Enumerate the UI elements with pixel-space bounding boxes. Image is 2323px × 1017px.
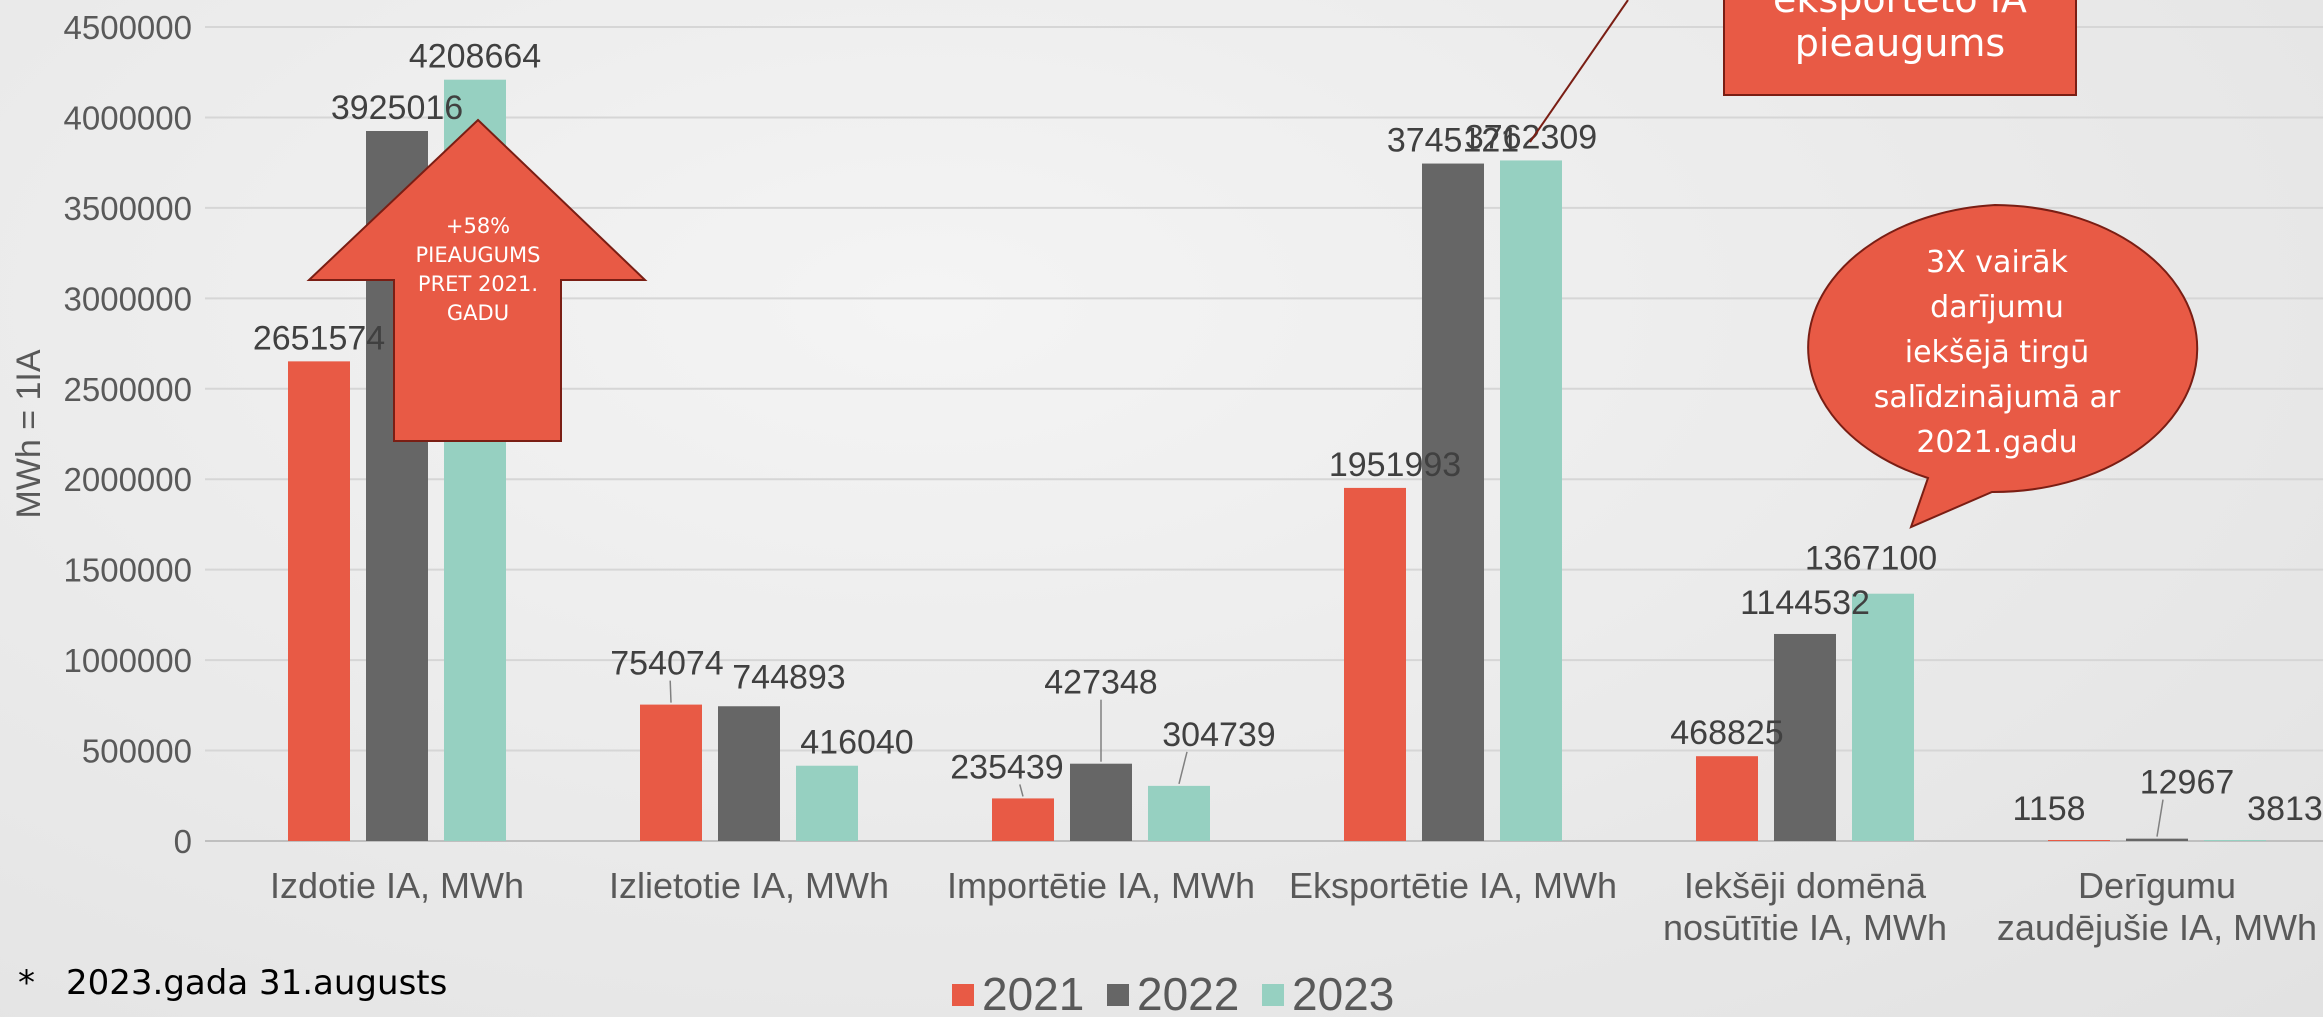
rect-callout-text: pieaugums [1795, 21, 2005, 65]
data-label: 1144532 [1740, 584, 1870, 622]
legend: 2021 2022 2023 [952, 968, 1394, 1017]
speech-bubble-text: salīdzinājumā ar [1874, 380, 2121, 415]
data-label: 3925016 [331, 89, 463, 127]
bar-2021-1 [288, 361, 350, 841]
bar-2022-2 [718, 706, 780, 841]
legend-swatch-2023 [1262, 984, 1284, 1006]
bar-2022-6 [2126, 838, 2188, 841]
bar-2023-5 [1852, 593, 1914, 841]
data-label: 468825 [1670, 714, 1783, 752]
data-label: 3762309 [1465, 118, 1597, 156]
data-label: 4208664 [409, 38, 541, 76]
y-tick-label: 3000000 [64, 280, 192, 317]
up-arrow-callout [306, 118, 648, 442]
legend-swatch-2022 [1107, 984, 1129, 1006]
data-labels: 2651574 3925016 4208664 754074 744893 416040 2… [253, 38, 2323, 828]
data-label: 235439 [950, 748, 1063, 786]
leader-line [669, 680, 672, 703]
bar-2021-2 [640, 704, 702, 841]
data-label: 1367100 [1805, 540, 1937, 578]
data-label: 416040 [800, 724, 913, 762]
rect-callout-text: eksportēto IA [1773, 0, 2027, 21]
bar-2023-6 [2204, 840, 2266, 841]
y-tick-label: 1000000 [64, 642, 192, 679]
bars [288, 79, 2266, 842]
y-tick-label: 4000000 [64, 99, 192, 136]
y-tick-label: 3500000 [64, 190, 192, 227]
category-label: Izlietotie IA, MWh [609, 865, 889, 906]
speech-bubble-callout [1807, 203, 2199, 529]
bar-2021-5 [1696, 756, 1758, 841]
data-label: 2651574 [253, 319, 385, 357]
data-label: 427348 [1044, 664, 1157, 702]
footnote-text: 2023.gada 31.augusts [66, 963, 448, 1003]
footnote: * 2023.gada 31.augusts [18, 963, 447, 1003]
x-axis-categories: Izdotie IA, MWh Izlietotie IA, MWh Importē… [270, 865, 2317, 948]
speech-bubble-text: darījumu [1930, 290, 2064, 325]
up-arrow-text: GADU [447, 301, 509, 325]
bar-2021-4 [1344, 487, 1406, 841]
legend-label-2021: 2021 [982, 968, 1084, 1017]
bar-2022-3 [1070, 763, 1132, 841]
y-tick-label: 1500000 [64, 552, 192, 589]
y-tick-label: 0 [174, 823, 192, 860]
speech-bubble-text: 2021.gadu [1916, 425, 2077, 460]
data-label: 12967 [2140, 764, 2235, 802]
footnote-star: * [18, 963, 35, 1003]
bar-2021-6 [2048, 840, 2110, 841]
category-label: nosūtītie IA, MWh [1663, 907, 1947, 948]
leader-line [1019, 784, 1024, 797]
up-arrow-text: +58% [446, 214, 510, 238]
up-arrow-text: PIEAUGUMS [416, 243, 541, 267]
y-tick-label: 2500000 [64, 371, 192, 408]
data-label: 3813 [2247, 790, 2323, 828]
y-tick-label: 2000000 [64, 461, 192, 498]
y-tick-label: 500000 [82, 733, 192, 770]
speech-bubble-text: iekšējā tirgū [1905, 335, 2089, 370]
bar-2023-2 [796, 765, 858, 841]
category-label: Derīgumu [2078, 865, 2236, 906]
speech-bubble-text: 3X vairāk [1926, 245, 2068, 280]
leader-line [1178, 751, 1188, 785]
data-label: 744893 [732, 658, 845, 696]
category-label: Izdotie IA, MWh [270, 865, 524, 906]
rect-callout-pointer [1529, 0, 1629, 143]
bar-2022-5 [1774, 633, 1836, 841]
leader-lines [669, 680, 2164, 837]
bar-2023-3 [1148, 785, 1210, 841]
y-axis-label: MWh = 1IA [10, 349, 48, 518]
y-axis-ticks: 0 500000 1000000 1500000 2000000 2500000 30000… [64, 9, 192, 860]
legend-swatch-2021 [952, 984, 974, 1006]
rect-callout [1723, 0, 2077, 96]
data-label: 1951993 [1329, 446, 1461, 484]
data-label: 3745121 [1387, 122, 1519, 160]
category-label: Eksportētie IA, MWh [1289, 865, 1617, 906]
callouts: +58% PIEAUGUMS PRET 2021. GADU eksportēto IA… [306, 0, 2199, 529]
y-tick-label: 4500000 [64, 9, 192, 46]
data-label: 304739 [1162, 716, 1275, 754]
category-label: Iekšēji domēnā [1684, 865, 1927, 906]
data-label: 1158 [2012, 790, 2085, 828]
legend-label-2023: 2023 [1292, 968, 1394, 1017]
bar-2022-4 [1422, 163, 1484, 842]
category-label: zaudējušie IA, MWh [1997, 907, 2317, 948]
bar-2021-3 [992, 798, 1054, 841]
bar-2023-4 [1500, 160, 1562, 841]
data-label: 754074 [610, 645, 723, 683]
legend-label-2022: 2022 [1137, 968, 1239, 1017]
category-label: Importētie IA, MWh [947, 865, 1255, 906]
up-arrow-text: PRET 2021. [418, 272, 538, 296]
leader-line [2156, 799, 2164, 837]
